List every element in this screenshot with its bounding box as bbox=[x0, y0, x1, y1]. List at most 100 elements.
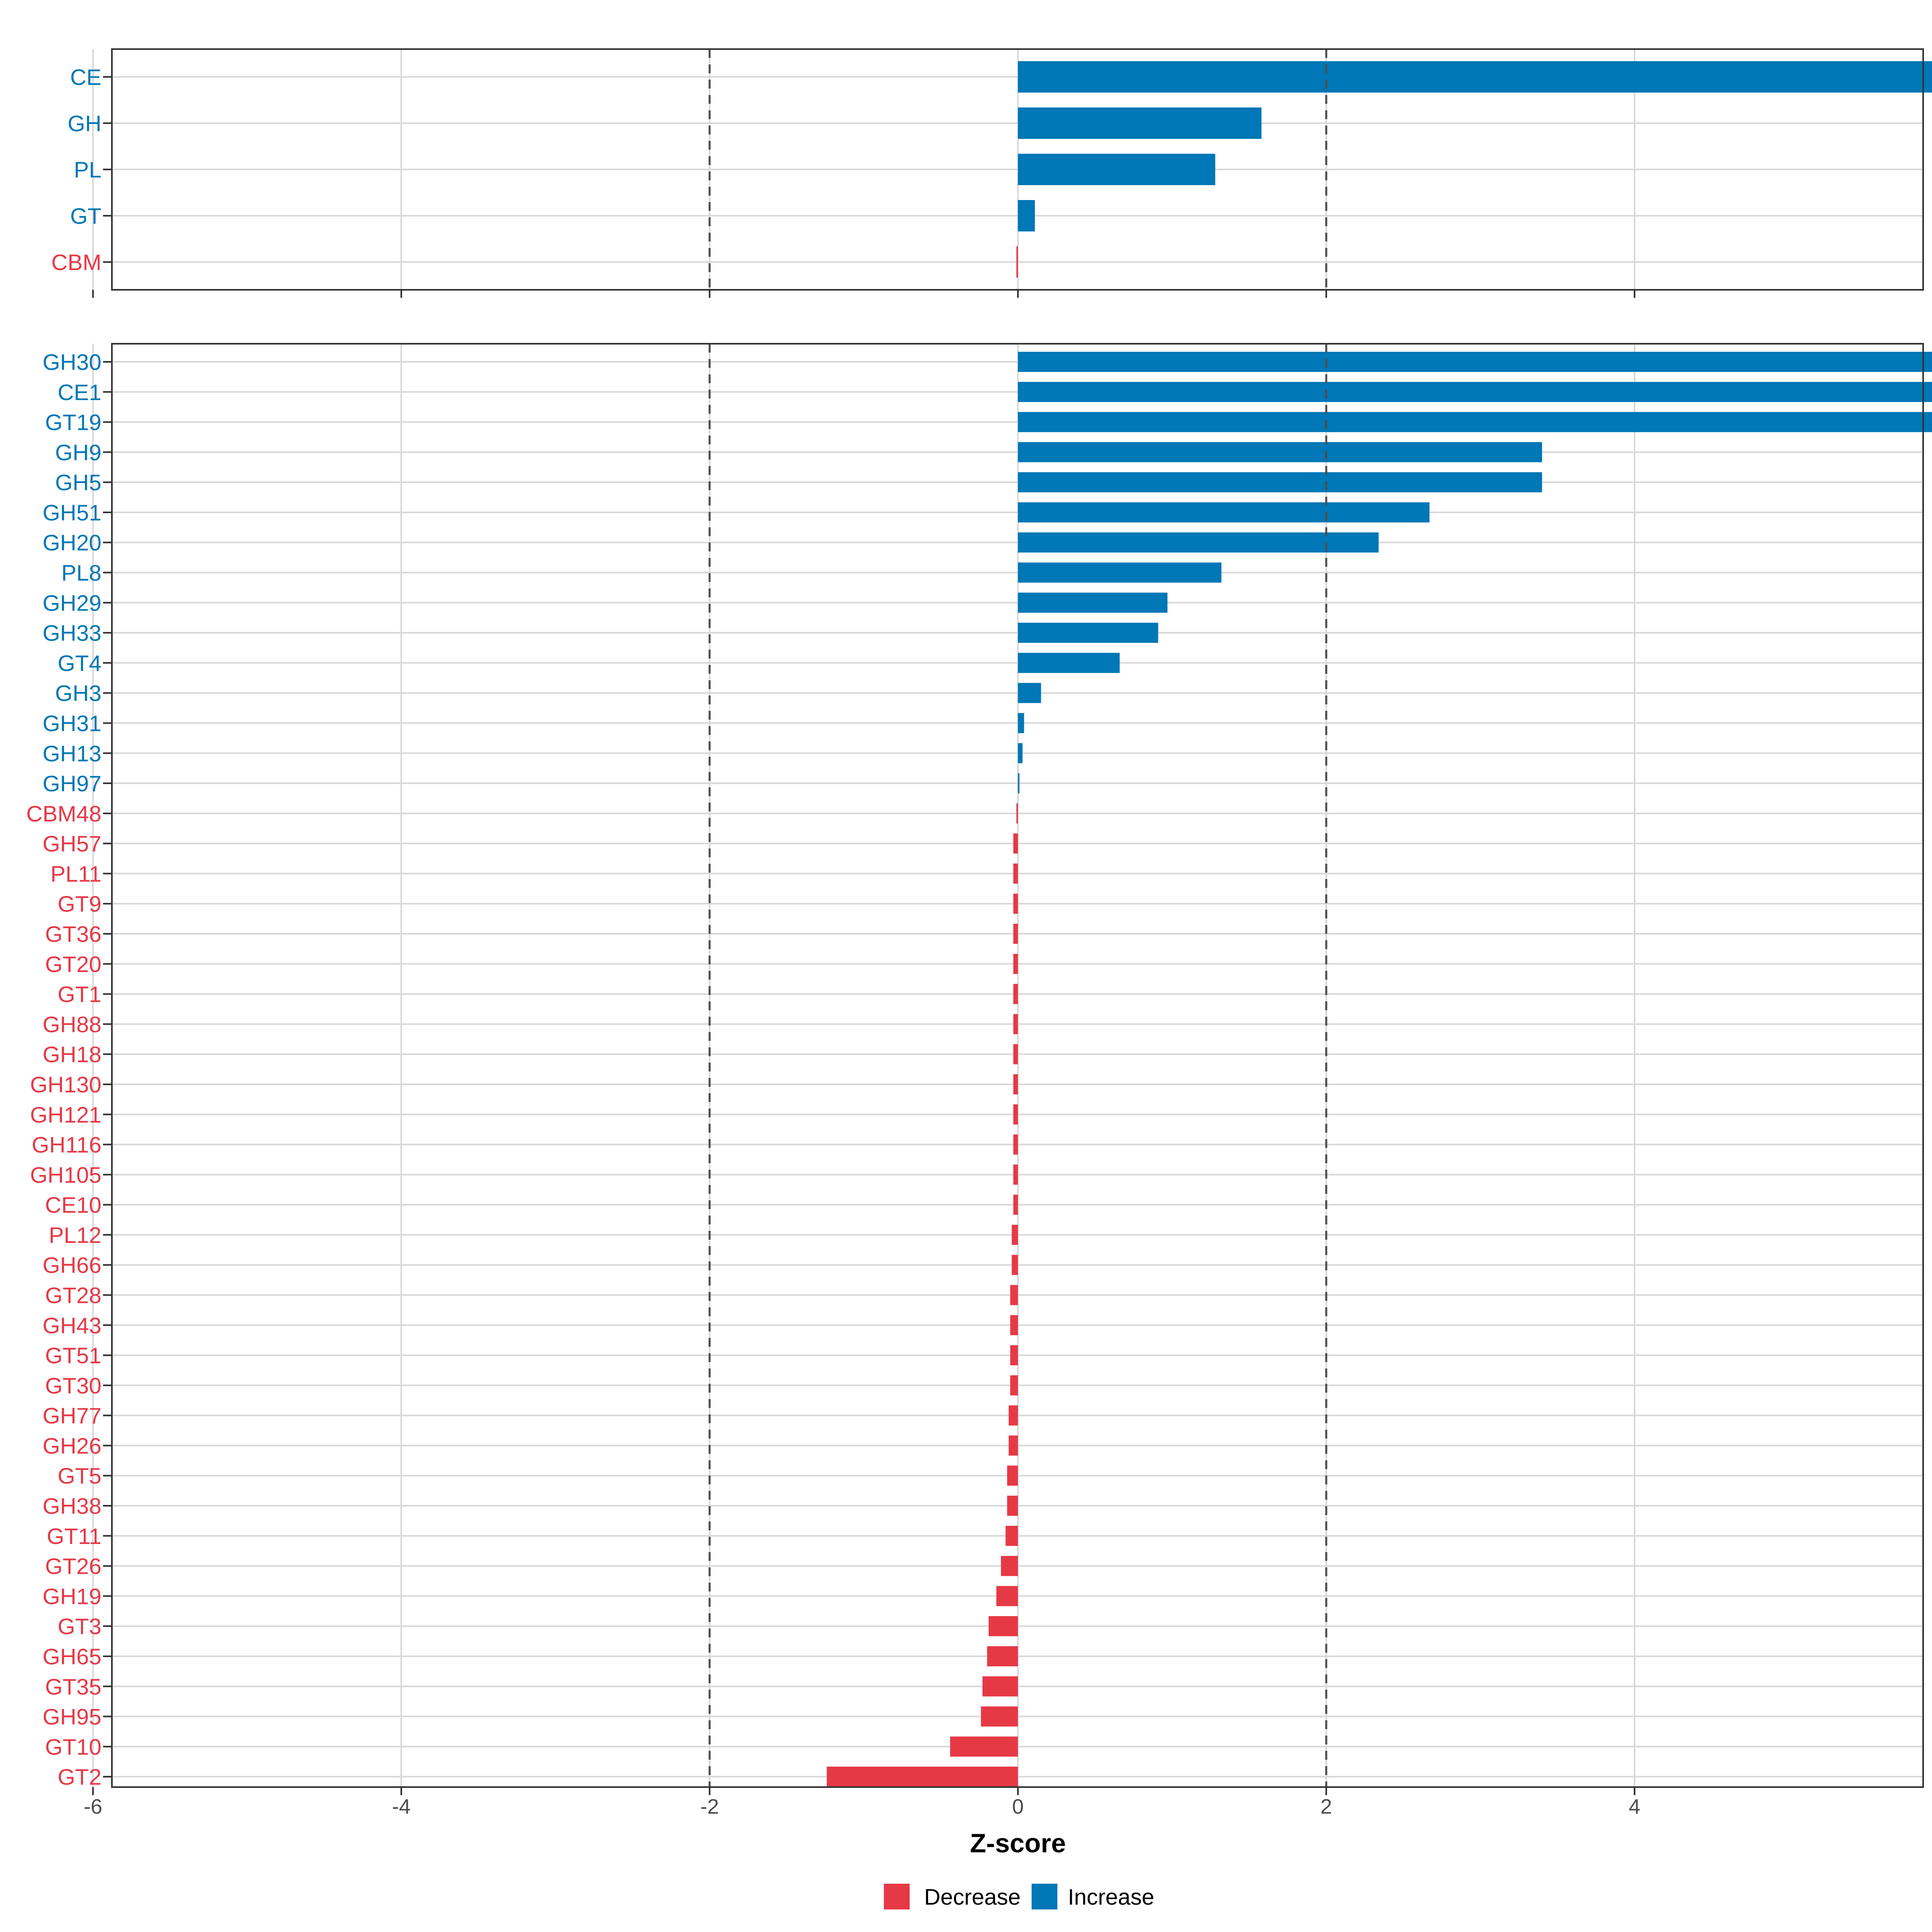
bottom-bar-GT10 bbox=[950, 1736, 1018, 1757]
bottom-bar-GH33 bbox=[1018, 623, 1158, 643]
bottom-label-GT51: GT51 bbox=[45, 1343, 101, 1368]
bottom-bar-GH18 bbox=[1013, 1044, 1018, 1065]
top-label-CBM: CBM bbox=[52, 250, 101, 275]
bottom-label-GH105: GH105 bbox=[30, 1162, 101, 1187]
top-label-CE: CE bbox=[70, 64, 101, 90]
bottom-label-GT20: GT20 bbox=[45, 952, 101, 977]
bottom-label-CE10: CE10 bbox=[45, 1192, 101, 1218]
bottom-label-GH95: GH95 bbox=[43, 1704, 101, 1730]
x-tick-label: 0 bbox=[1012, 1795, 1024, 1818]
bottom-bar-GH66 bbox=[1011, 1255, 1018, 1275]
bottom-bar-GT30 bbox=[1010, 1375, 1018, 1395]
bottom-label-GH66: GH66 bbox=[43, 1253, 101, 1278]
bottom-label-GT26: GT26 bbox=[45, 1554, 101, 1579]
bottom-label-GT11: GT11 bbox=[47, 1523, 101, 1549]
bottom-label-GH19: GH19 bbox=[43, 1583, 101, 1609]
bottom-bar-GH65 bbox=[987, 1646, 1018, 1666]
bottom-label-PL8: PL8 bbox=[61, 560, 101, 586]
bottom-bar-GH57 bbox=[1013, 833, 1018, 854]
legend-label-decrease: Decrease bbox=[924, 1884, 1021, 1909]
bottom-bar-GT20 bbox=[1013, 954, 1018, 974]
bottom-bar-GH26 bbox=[1009, 1435, 1018, 1456]
bottom-bar-GT1 bbox=[1013, 984, 1018, 1004]
bottom-label-GH116: GH116 bbox=[32, 1132, 101, 1158]
bottom-label-GH18: GH18 bbox=[43, 1042, 101, 1067]
bottom-bar-GH13 bbox=[1018, 743, 1023, 764]
bottom-label-GH13: GH13 bbox=[43, 741, 101, 766]
bottom-bar-GH19 bbox=[996, 1586, 1018, 1606]
bottom-bar-GT19 bbox=[1018, 412, 1932, 432]
bottom-bar-GH105 bbox=[1013, 1164, 1018, 1185]
bottom-label-CBM48: CBM48 bbox=[26, 801, 101, 826]
bottom-label-GH26: GH26 bbox=[43, 1433, 101, 1458]
legend-swatch-increase bbox=[1032, 1884, 1057, 1909]
bottom-bar-GT9 bbox=[1013, 894, 1018, 914]
bottom-bar-GH20 bbox=[1018, 532, 1379, 553]
bottom-label-GH31: GH31 bbox=[43, 710, 101, 736]
legend-label-increase: Increase bbox=[1068, 1884, 1154, 1909]
bottom-bar-PL11 bbox=[1013, 863, 1018, 884]
top-label-PL: PL bbox=[74, 157, 102, 182]
bottom-bar-GH5 bbox=[1018, 472, 1542, 493]
bottom-bar-GH29 bbox=[1018, 592, 1168, 613]
x-tick-label: 2 bbox=[1321, 1795, 1332, 1818]
bottom-label-GH29: GH29 bbox=[43, 590, 101, 615]
top-label-GH: GH bbox=[68, 111, 101, 136]
bottom-label-GH88: GH88 bbox=[43, 1011, 101, 1037]
bottom-bar-CE10 bbox=[1013, 1195, 1018, 1215]
top-bar-GH bbox=[1018, 107, 1262, 139]
top-label-GT: GT bbox=[70, 203, 101, 229]
bottom-label-GT28: GT28 bbox=[45, 1282, 101, 1308]
bottom-label-GT36: GT36 bbox=[45, 921, 101, 947]
bottom-label-GH38: GH38 bbox=[43, 1493, 101, 1519]
bottom-bar-CE1 bbox=[1018, 382, 1932, 402]
bottom-bar-GT5 bbox=[1007, 1466, 1018, 1486]
bottom-label-GT35: GT35 bbox=[45, 1674, 101, 1699]
bottom-bar-GH97 bbox=[1018, 773, 1020, 794]
bottom-label-GT1: GT1 bbox=[58, 982, 101, 1007]
bottom-label-GT4: GT4 bbox=[58, 650, 101, 676]
top-bar-GT bbox=[1018, 200, 1035, 231]
bottom-bar-PL12 bbox=[1011, 1224, 1018, 1245]
bottom-label-GH3: GH3 bbox=[55, 681, 101, 706]
bottom-bar-GH31 bbox=[1018, 713, 1024, 733]
bottom-label-GH97: GH97 bbox=[43, 771, 101, 796]
bottom-bar-PL8 bbox=[1018, 562, 1222, 583]
x-axis-title: Z-score bbox=[970, 1828, 1066, 1858]
bottom-label-GT10: GT10 bbox=[45, 1734, 101, 1759]
bottom-bar-GH3 bbox=[1018, 683, 1041, 703]
bottom-bar-GH116 bbox=[1013, 1134, 1018, 1155]
top-bar-CE bbox=[1018, 61, 1932, 93]
bottom-bar-GH9 bbox=[1018, 442, 1542, 462]
bottom-bar-GH130 bbox=[1013, 1074, 1018, 1094]
bottom-label-GT19: GT19 bbox=[45, 410, 101, 435]
bottom-label-GH57: GH57 bbox=[43, 831, 101, 857]
bottom-bar-GH95 bbox=[981, 1706, 1018, 1727]
bottom-bar-GT36 bbox=[1013, 924, 1018, 944]
bottom-label-GT2: GT2 bbox=[58, 1764, 101, 1790]
bottom-panel: GH30 CE1 GT19 GH9 GH5 GH51 GH20 PL8 GH29 GH33 GT4 G… bbox=[26, 343, 1932, 1795]
bottom-bar-GH77 bbox=[1009, 1405, 1018, 1426]
bottom-bar-CBM48 bbox=[1016, 803, 1018, 824]
bottom-bar-GT11 bbox=[1005, 1525, 1018, 1546]
bottom-bar-GH43 bbox=[1010, 1315, 1018, 1335]
bottom-label-GT3: GT3 bbox=[58, 1614, 101, 1639]
bottom-bar-GH38 bbox=[1007, 1496, 1018, 1516]
bottom-label-GH121: GH121 bbox=[30, 1102, 101, 1127]
bottom-bar-GH88 bbox=[1013, 1014, 1018, 1034]
top-bar-CBM bbox=[1016, 246, 1018, 278]
bottom-label-GH51: GH51 bbox=[43, 500, 101, 525]
bottom-label-PL12: PL12 bbox=[49, 1222, 101, 1248]
legend-swatch-decrease bbox=[884, 1884, 910, 1909]
bottom-bar-GT26 bbox=[1001, 1556, 1018, 1576]
bottom-bar-GT51 bbox=[1010, 1345, 1018, 1366]
bottom-bar-GT3 bbox=[989, 1616, 1018, 1637]
bottom-label-GH65: GH65 bbox=[43, 1644, 101, 1669]
x-tick-label: 4 bbox=[1629, 1795, 1641, 1818]
top-bar-PL bbox=[1018, 154, 1216, 185]
bottom-label-GH77: GH77 bbox=[43, 1403, 101, 1428]
bottom-bar-GT4 bbox=[1018, 652, 1120, 673]
x-tick-label: -4 bbox=[392, 1795, 411, 1818]
legend: Decrease Increase bbox=[884, 1884, 1154, 1909]
